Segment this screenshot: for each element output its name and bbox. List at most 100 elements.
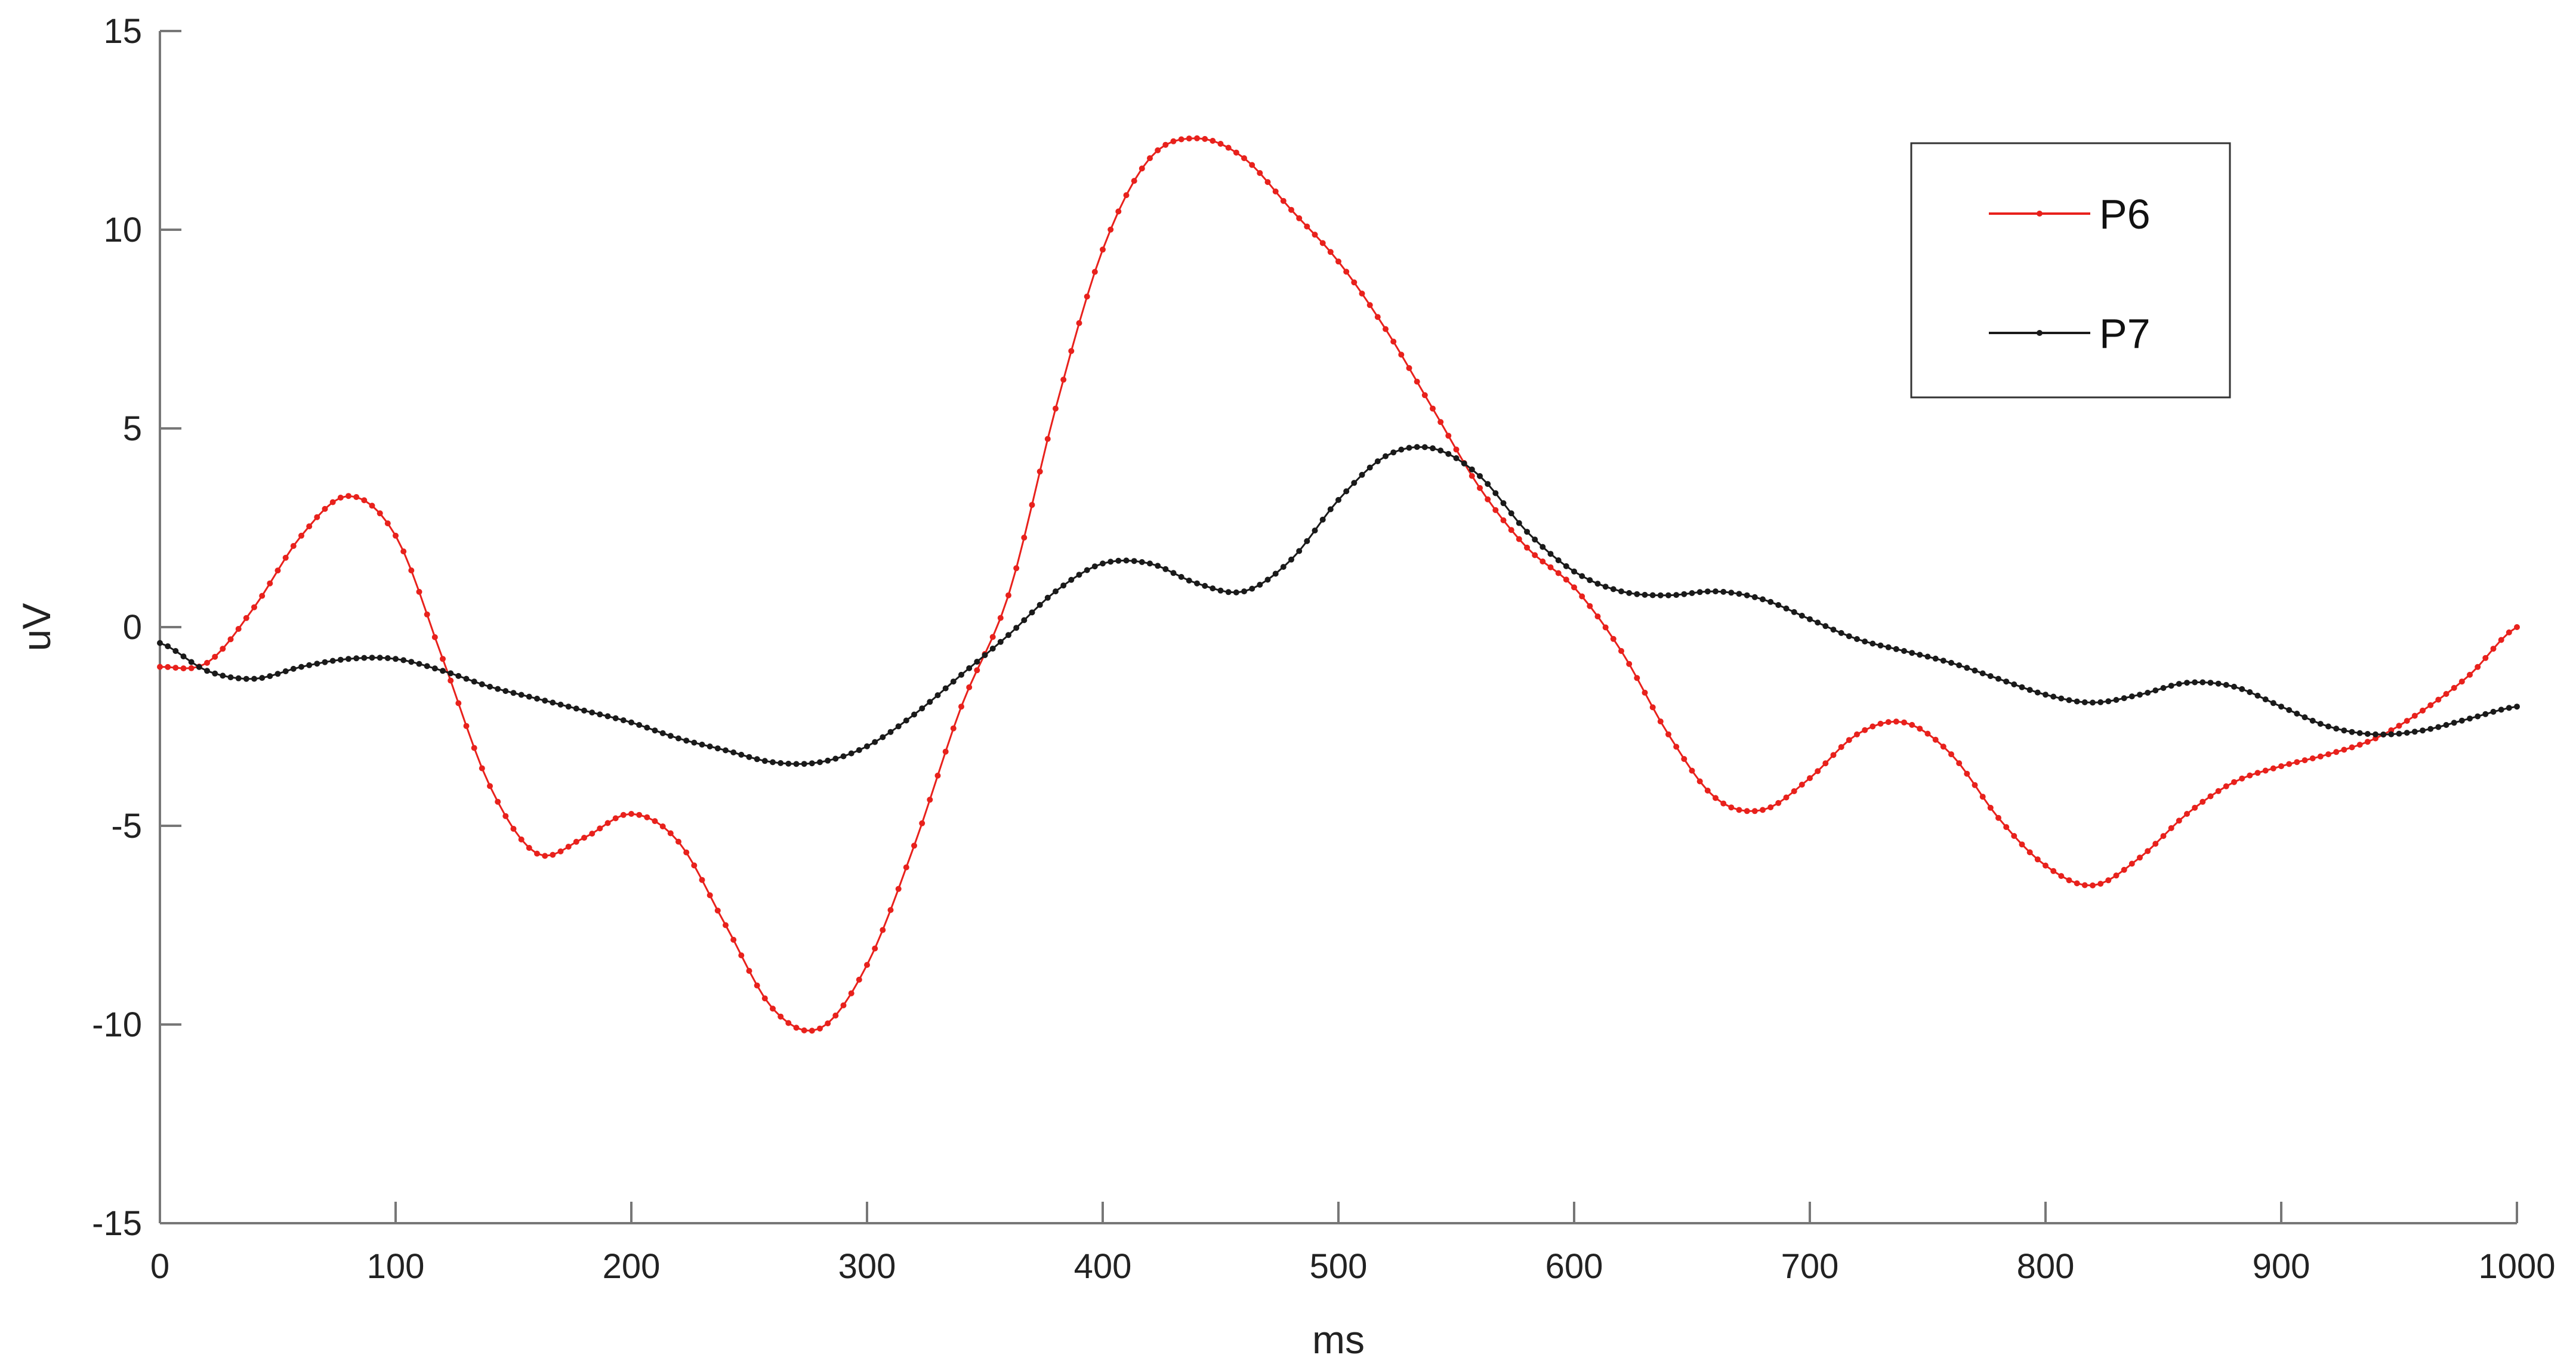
- data-point-p7: [942, 685, 949, 692]
- data-point-p7: [377, 655, 383, 661]
- data-point-p7: [290, 665, 297, 672]
- data-point-p7: [495, 686, 501, 692]
- data-point-p7: [2011, 681, 2017, 687]
- data-point-p6: [2451, 684, 2457, 691]
- data-point-p7: [1964, 665, 1970, 671]
- data-point-p7: [345, 656, 351, 662]
- data-point-p7: [2113, 697, 2120, 703]
- series-layer: [157, 135, 2520, 1034]
- data-point-p6: [934, 772, 941, 779]
- data-point-p7: [840, 753, 847, 760]
- data-point-p7: [1421, 444, 1428, 450]
- data-point-p7: [1634, 591, 1640, 597]
- data-point-p7: [1972, 667, 1978, 674]
- x-tick-label: 400: [1074, 1247, 1132, 1286]
- data-point-p6: [384, 520, 391, 527]
- data-point-p7: [1516, 520, 1522, 526]
- data-point-p7: [1264, 576, 1271, 583]
- data-point-p7: [895, 723, 902, 730]
- data-point-p7: [1767, 598, 1774, 605]
- data-point-p6: [2333, 749, 2340, 755]
- data-point-p7: [997, 638, 1004, 645]
- data-point-p7: [1217, 587, 1224, 594]
- data-point-p7: [1602, 584, 1609, 590]
- data-point-p7: [1100, 560, 1106, 567]
- data-point-p7: [550, 699, 556, 706]
- data-point-p7: [298, 664, 304, 670]
- data-point-p7: [2097, 699, 2104, 705]
- data-point-p7: [872, 739, 878, 745]
- data-point-p7: [1233, 589, 1239, 595]
- data-point-p6: [1053, 405, 1059, 412]
- data-point-p7: [2254, 692, 2261, 699]
- data-point-p6: [220, 646, 226, 652]
- data-point-p6: [1720, 800, 1727, 807]
- data-point-p7: [2482, 711, 2489, 717]
- data-point-p7: [1068, 576, 1075, 583]
- data-point-p7: [1744, 592, 1750, 598]
- data-point-p6: [337, 495, 344, 501]
- data-point-p6: [1791, 788, 1797, 794]
- data-point-p7: [1162, 566, 1169, 572]
- data-point-p7: [620, 717, 627, 724]
- data-point-p6: [1602, 624, 1609, 631]
- data-point-p7: [353, 655, 360, 662]
- data-point-p6: [1044, 436, 1051, 442]
- data-point-p6: [2317, 753, 2324, 760]
- data-point-p7: [801, 761, 807, 767]
- data-point-p7: [542, 698, 548, 704]
- data-point-p6: [274, 567, 281, 574]
- data-point-p7: [589, 709, 596, 716]
- data-point-p7: [604, 713, 611, 720]
- axes-layer: 15 10 5 0 -5 -10 -15 0 100 200 300 400 500 600 700 800…: [14, 12, 2556, 1362]
- data-point-p6: [989, 634, 996, 640]
- data-point-p7: [2168, 683, 2174, 689]
- data-point-p7: [1783, 605, 1790, 612]
- data-point-p6: [966, 684, 973, 690]
- data-point-p7: [1940, 658, 1946, 664]
- data-point-p6: [927, 797, 933, 803]
- data-point-p7: [1225, 589, 1232, 595]
- data-point-p7: [1924, 653, 1931, 660]
- data-point-p6: [227, 636, 234, 643]
- data-point-p7: [2427, 726, 2434, 732]
- data-point-p7: [1932, 655, 1939, 662]
- data-point-p7: [778, 760, 784, 766]
- data-point-p6: [1751, 808, 1758, 814]
- data-point-p7: [1123, 557, 1130, 564]
- data-point-p6: [1477, 485, 1483, 491]
- data-point-p7: [1720, 588, 1727, 595]
- data-point-p6: [1068, 348, 1075, 354]
- x-tick-label: 0: [150, 1247, 169, 1286]
- data-point-p6: [1665, 731, 1671, 737]
- data-point-p7: [825, 757, 831, 764]
- data-point-p7: [235, 675, 242, 681]
- x-tick-label: 600: [1545, 1247, 1603, 1286]
- data-point-p7: [1610, 586, 1616, 593]
- data-point-p6: [1649, 704, 1656, 711]
- data-point-p7: [526, 693, 532, 700]
- data-point-p6: [675, 838, 681, 845]
- data-point-p7: [1681, 591, 1687, 597]
- data-point-p6: [659, 823, 666, 829]
- data-point-p6: [2286, 761, 2293, 767]
- data-point-p6: [825, 1020, 831, 1027]
- data-point-p6: [707, 892, 713, 899]
- data-point-p7: [1798, 612, 1805, 619]
- data-point-p7: [1115, 557, 1122, 564]
- data-point-p6: [1673, 743, 1680, 750]
- data-point-p7: [966, 665, 973, 671]
- data-point-p6: [1210, 138, 1216, 144]
- data-point-p6: [942, 748, 949, 755]
- data-point-p7: [2270, 700, 2276, 706]
- data-point-p6: [1492, 507, 1499, 513]
- data-point-p6: [2396, 723, 2402, 729]
- data-point-p7: [1751, 594, 1758, 600]
- data-point-p7: [2506, 705, 2512, 711]
- data-point-p7: [1272, 570, 1279, 577]
- data-point-p6: [2270, 765, 2276, 772]
- data-point-p6: [644, 814, 650, 820]
- data-point-p7: [2121, 695, 2127, 702]
- data-point-p6: [1147, 155, 1153, 162]
